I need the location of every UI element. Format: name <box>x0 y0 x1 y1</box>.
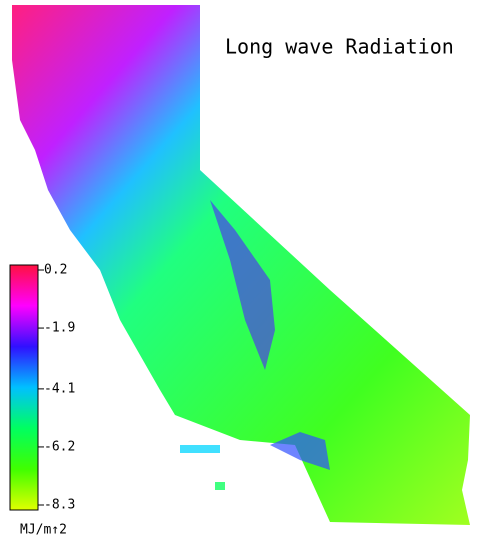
southern-mountains <box>270 432 330 470</box>
map-title: Long wave Radiation <box>225 35 454 59</box>
sierra-peaks <box>210 200 275 370</box>
tick-label: -6.2 <box>44 439 75 454</box>
colorbar-unit: MJ/m↑2 <box>20 523 67 538</box>
colorbar-ticks: 0.2 -1.9 -4.1 -6.2 -8.3 <box>38 263 75 513</box>
island <box>180 445 220 453</box>
colorbar <box>9 264 39 511</box>
tick-label: -1.9 <box>44 321 75 336</box>
tick-label: -8.3 <box>44 498 75 513</box>
tick-label: 0.2 <box>44 263 67 278</box>
island <box>215 482 225 490</box>
tick-label: -4.1 <box>44 381 75 396</box>
